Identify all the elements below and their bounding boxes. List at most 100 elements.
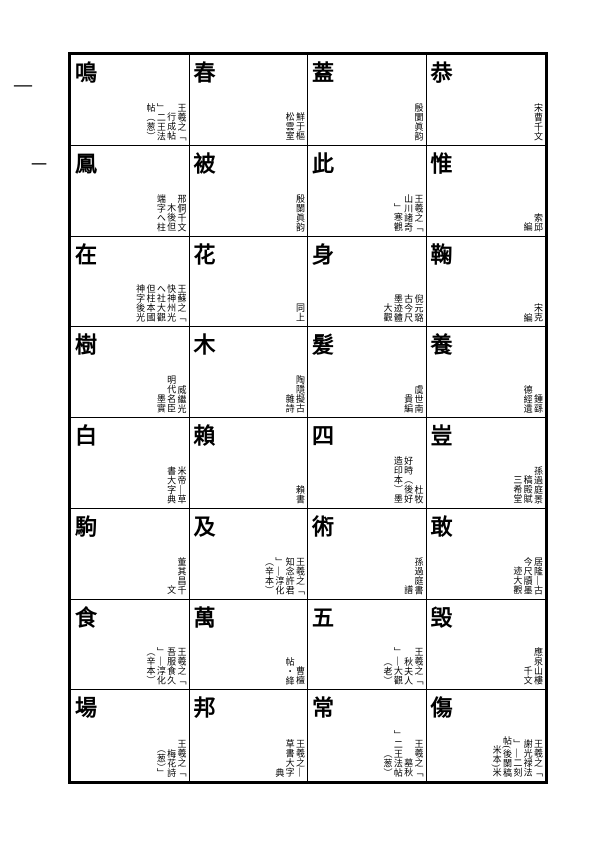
annotation-line: 帖(後闌稿 <box>502 736 512 778</box>
head-character: 木 <box>190 327 218 417</box>
annotation-block: 王羲之「知念許君」—淳化（辛本） <box>218 509 308 599</box>
annotation-line: 孫過庭景 <box>533 466 543 504</box>
annotation-block: 同上 <box>218 237 308 327</box>
cell: 養鍾繇德經遺 <box>427 327 546 418</box>
cell: 惟索邱編 <box>427 146 546 237</box>
head-character: 場 <box>71 690 99 781</box>
annotation-block: 殷闌眞韵 <box>218 146 308 236</box>
cell: 鳳邢侗千文木後但端字へ柱 <box>71 146 190 237</box>
cell: 木陶隱擬古雜詩 <box>190 327 309 418</box>
annotation-line: 王羲之「 <box>176 103 186 141</box>
head-character: 敢 <box>427 509 455 599</box>
head-character: 鞠 <box>427 237 455 327</box>
annotation-block: 王羲之「謝光禄法」—二刻帖(後闌稿米本)米 <box>455 690 546 781</box>
cell: 賴賴書 <box>190 418 309 509</box>
annotation-block: 米帝—草書大字典 <box>99 418 189 508</box>
head-character: 食 <box>71 600 99 690</box>
cell: 食王羲之「吾服食久」—淳化（辛本） <box>71 600 190 691</box>
annotation-line: 孫過庭書 <box>413 557 423 595</box>
annotation-block: 宋曹千文 <box>455 55 546 145</box>
annotation-line: 鍾繇 <box>533 394 543 413</box>
annotation-line: 快神州光 <box>166 284 176 322</box>
head-character: 傷 <box>427 690 455 781</box>
head-character: 髮 <box>308 327 336 417</box>
annotation-block: 王羲之「墓秋」二王法帖（葱） <box>336 690 426 781</box>
annotation-line: （葱） <box>382 749 392 778</box>
annotation-line: 米本)米 <box>491 745 501 777</box>
annotation-line: （辛本） <box>264 557 274 595</box>
annotation-line: 」二王法帖 <box>392 730 402 778</box>
cell: 及王羲之「知念許君」—淳化（辛本） <box>190 509 309 600</box>
head-character: 身 <box>308 237 336 327</box>
annotation-line: 但柱本國 <box>145 284 155 322</box>
annotation-line: 雜詩 <box>284 394 294 413</box>
annotation-line: 米帝—草 <box>176 466 186 504</box>
head-character: 鳴 <box>71 55 99 145</box>
head-character: 術 <box>308 509 336 599</box>
annotation-block: 陶隱擬古雜詩 <box>218 327 308 417</box>
annotation-block: 鍾繇德經遺 <box>455 327 546 417</box>
head-character: 養 <box>427 327 455 417</box>
head-character: 常 <box>308 690 336 781</box>
cell: 鳴王羲之「行成帖」二王法帖（葱） <box>71 55 190 146</box>
annotation-block: 賴書 <box>218 418 308 508</box>
margin-page-number: 一 <box>24 156 48 172</box>
cell: 在王蘇之「快神州光へ社大觀但柱本國神字後光 <box>71 237 190 328</box>
head-character: 樹 <box>71 327 99 417</box>
annotation-block: 曹檀帖・絳 <box>218 600 308 690</box>
head-character: 豈 <box>427 418 455 508</box>
annotation-line: 大觀 <box>382 303 392 322</box>
annotation-line: 杜牧 <box>413 485 423 504</box>
cell: 術孫過庭書譜 <box>308 509 427 600</box>
annotation-line: 吾服食久 <box>166 647 176 685</box>
head-character: 及 <box>190 509 218 599</box>
annotation-block: 孫過庭書譜 <box>336 509 426 599</box>
annotation-line: 陶隱擬古 <box>295 375 305 413</box>
annotation-line: 明代名臣 <box>166 375 176 413</box>
annotation-line: 典 <box>274 768 284 778</box>
annotation-line: 王羲之「 <box>176 647 186 685</box>
annotation-line: 曹檀 <box>295 666 305 685</box>
annotation-line: 端字へ柱 <box>155 194 165 232</box>
annotation-line: 宋曹千文 <box>533 103 543 141</box>
annotation-line: 墨實 <box>155 394 165 413</box>
annotation-line: 古今尺 <box>403 294 413 323</box>
annotation-block: 董其昌千文 <box>99 509 189 599</box>
annotation-block: 宋克編 <box>455 237 546 327</box>
annotation-line: 王羲之「 <box>533 739 543 777</box>
annotation-block: 殷闌眞韵 <box>336 55 426 145</box>
cell: 蓋殷闌眞韵 <box>308 55 427 146</box>
annotation-line: 行成帖 <box>166 112 176 141</box>
cell: 身倪元璐古今尺墨迹體大觀 <box>308 237 427 328</box>
cell: 敢居隆—古今尺牘墨迹大觀 <box>427 509 546 600</box>
annotation-line: 鮮于樞 <box>295 112 305 141</box>
annotation-block: 王羲之「吾服食久」—淳化（辛本） <box>99 600 189 690</box>
cell: 駒董其昌千文 <box>71 509 190 600</box>
annotation-line: 王蘇之「 <box>176 284 186 322</box>
annotation-line: 殷闌眞韵 <box>413 103 423 141</box>
annotation-line: 王羲之「 <box>176 739 186 777</box>
annotation-block: 虞世南貴編 <box>336 327 426 417</box>
annotation-line: 知念許君 <box>284 557 294 595</box>
annotation-line: 賴書 <box>295 485 305 504</box>
cell: 毁應泉山樓千文 <box>427 600 546 691</box>
annotation-line: 王羲之「 <box>413 194 423 232</box>
head-character: 春 <box>190 55 218 145</box>
head-character: 惟 <box>427 146 455 236</box>
head-character: 花 <box>190 237 218 327</box>
annotation-line: 山川諸奇 <box>403 194 413 232</box>
annotation-line: 」—淳化 <box>274 557 284 595</box>
annotation-block: 王蘇之「快神州光へ社大觀但柱本國神字後光 <box>99 237 189 327</box>
annotation-line: 墓秋 <box>403 758 413 777</box>
head-character: 邦 <box>190 690 218 781</box>
cell: 花同上 <box>190 237 309 328</box>
annotation-line: 秋夫人 <box>403 657 413 686</box>
annotation-block: 應泉山樓千文 <box>455 600 546 690</box>
annotation-line: 譜 <box>403 585 413 595</box>
head-character: 此 <box>308 146 336 236</box>
cell: 五王羲之「秋夫人」—大觀（老） <box>308 600 427 691</box>
annotation-line: 謝光禄法 <box>522 739 532 777</box>
annotation-block: 邢侗千文木後但端字へ柱 <box>99 146 189 236</box>
character-grid: 鳴王羲之「行成帖」二王法帖（葱）春鮮于樞松雲室蓋殷闌眞韵恭宋曹千文鳳邢侗千文木後… <box>71 55 545 781</box>
annotation-line: 宋克 <box>533 303 543 322</box>
